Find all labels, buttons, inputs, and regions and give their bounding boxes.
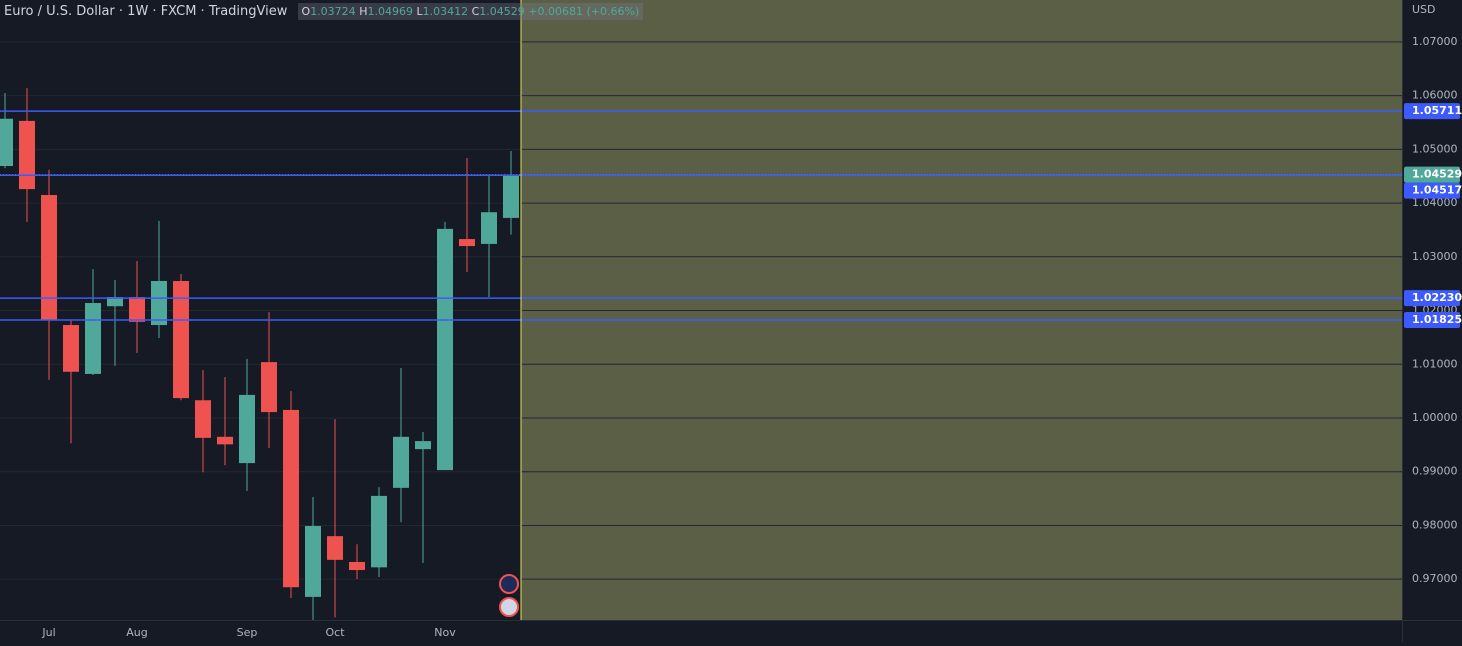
y-tick-label: 1.04000 [1412,196,1458,209]
y-tick-label: 1.03000 [1412,250,1458,263]
candle-body [173,280,189,399]
candle-body [349,561,365,571]
y-tick-label: 1.06000 [1412,89,1458,102]
symbol-title: Euro / U.S. Dollar · 1W · FXCM · Trading… [4,4,288,19]
candle-body [195,400,211,438]
candle-body [239,394,255,464]
hline-label: 1.02230 [1412,291,1462,304]
x-tick-label: Nov [434,626,456,639]
y-tick-label: 1.00000 [1412,411,1458,424]
x-tick-label: Jul [41,626,55,639]
candle-body [41,195,57,321]
y-tick-label: 0.98000 [1412,518,1458,531]
x-tick-label: Oct [325,626,345,639]
change-value: +0.00681 [528,5,584,18]
y-tick-label: 1.05000 [1412,142,1458,155]
candle-body [0,118,13,167]
header: Euro / U.S. Dollar · 1W · FXCM · Trading… [4,3,644,20]
highlight-region [521,0,1402,620]
y-axis-label: USD [1412,3,1436,16]
open-value: 1.03724 [310,5,356,18]
y-tick-label: 0.97000 [1412,572,1458,585]
candle-body [437,228,453,471]
candle-body [327,536,343,560]
x-tick-label: Aug [126,626,147,639]
price-label-bg [1404,166,1460,183]
hline-label-bg [1404,182,1460,199]
low-value: 1.03412 [422,5,469,18]
y-tick-label: 1.01000 [1412,357,1458,370]
eu-event-icon [499,574,519,594]
candle-body [85,303,101,374]
candle-body [393,436,409,488]
candle-body [415,441,431,450]
us-event-icon [499,597,519,617]
hline-label-bg [1404,290,1460,307]
close-value: 1.04529 [479,5,525,18]
candle-body [459,239,475,247]
candle-body [217,436,233,445]
high-value: 1.04969 [367,5,413,18]
candle-body [261,362,277,413]
ohlc-key: H [359,5,368,18]
ohlc-legend: O1.03724 H1.04969 L1.03412 C1.04529 +0.0… [297,3,644,20]
candle-body [151,280,167,326]
y-tick-label: 0.99000 [1412,465,1458,478]
candle-body [19,120,35,190]
ohlc-key: O [301,5,311,18]
y-tick-label: 1.07000 [1412,35,1458,48]
candle-body [107,297,123,307]
change-percent: (+0.66%) [586,5,640,18]
hline-label-bg [1404,311,1460,328]
candle-body [503,174,519,218]
hline-label-bg [1404,103,1460,120]
candle-body [129,297,145,322]
candle-body [481,212,497,244]
ohlc-key: C [471,5,480,18]
hline-label: 1.01825 [1412,313,1462,326]
candle-body [305,525,321,597]
event-icons [499,574,519,617]
ohlc-key: L [416,5,423,18]
hline-label: 1.04517 [1412,184,1462,197]
x-tick-label: Sep [237,626,258,639]
hline-label: 1.05711 [1412,104,1462,117]
price-label: 1.04529 [1412,168,1462,181]
candle-body [283,409,299,588]
candle-body [63,325,79,372]
candle-body [371,495,387,568]
